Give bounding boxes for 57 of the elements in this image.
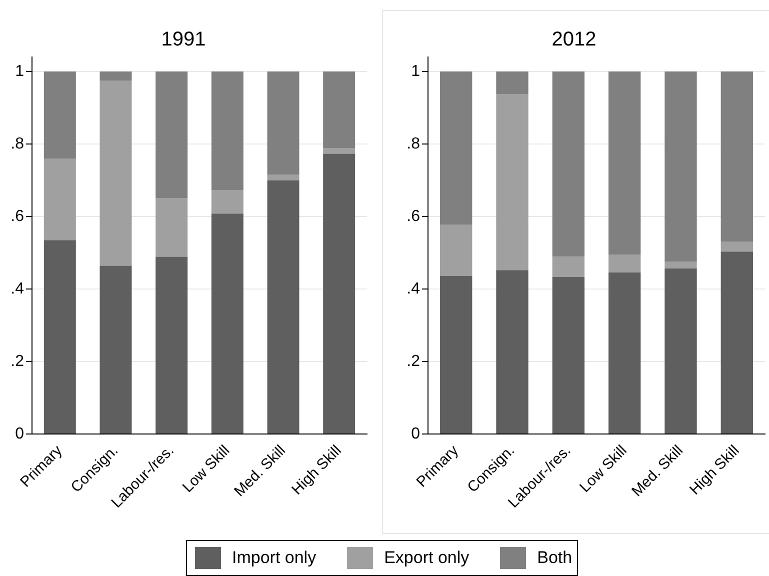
bar — [440, 72, 472, 224]
legend-label: Import only — [232, 548, 316, 568]
bar — [664, 72, 697, 262]
x-tick-label: High Skill — [686, 442, 743, 498]
chart-title: 2012 — [552, 28, 596, 51]
bar — [664, 268, 697, 434]
y-tick-label: .2 — [406, 352, 420, 370]
bar — [552, 277, 585, 434]
chart-title: 1991 — [161, 28, 206, 51]
bar — [267, 174, 300, 180]
y-tick-label: 1 — [15, 62, 24, 80]
y-tick-label: .8 — [406, 135, 420, 152]
bar — [552, 256, 585, 278]
bar — [267, 180, 300, 434]
x-tick-label: High Skill — [288, 442, 345, 498]
legend-label: Both — [537, 548, 572, 568]
y-tick-label: 1 — [411, 62, 420, 80]
bar — [440, 276, 472, 434]
y-tick-label: .4 — [406, 280, 420, 298]
bar — [211, 72, 244, 190]
x-tick-label: Low Skill — [576, 442, 630, 496]
bar — [100, 72, 132, 81]
y-tick-label: .4 — [10, 280, 24, 298]
bar — [100, 266, 132, 434]
bar — [496, 94, 528, 270]
bar — [156, 72, 188, 198]
bar — [211, 190, 244, 214]
bar — [496, 270, 528, 434]
bar — [440, 224, 472, 276]
bar — [100, 80, 132, 266]
bar — [608, 254, 641, 272]
bar — [323, 154, 356, 434]
bar — [664, 262, 697, 268]
y-tick-label: .8 — [10, 135, 24, 152]
bar — [44, 158, 76, 240]
bar — [323, 72, 356, 148]
x-tick-label: Low Skill — [179, 442, 234, 496]
y-tick-label: .6 — [10, 208, 24, 225]
legend-label: Export only — [384, 548, 470, 568]
y-tick-label: .6 — [406, 208, 420, 225]
bar — [552, 72, 585, 257]
bar — [496, 72, 528, 94]
bar — [156, 198, 188, 257]
bar — [720, 72, 754, 242]
bar — [720, 252, 754, 434]
bar — [156, 256, 188, 434]
bar — [720, 242, 754, 252]
bar — [44, 240, 76, 434]
y-tick-label: 0 — [411, 425, 420, 442]
bar — [608, 72, 641, 255]
bar — [608, 272, 641, 434]
y-tick-label: .2 — [10, 352, 24, 370]
bar — [211, 214, 244, 434]
bar — [323, 148, 356, 154]
bar — [44, 72, 76, 159]
bar — [267, 72, 300, 175]
y-tick-label: 0 — [15, 425, 24, 442]
